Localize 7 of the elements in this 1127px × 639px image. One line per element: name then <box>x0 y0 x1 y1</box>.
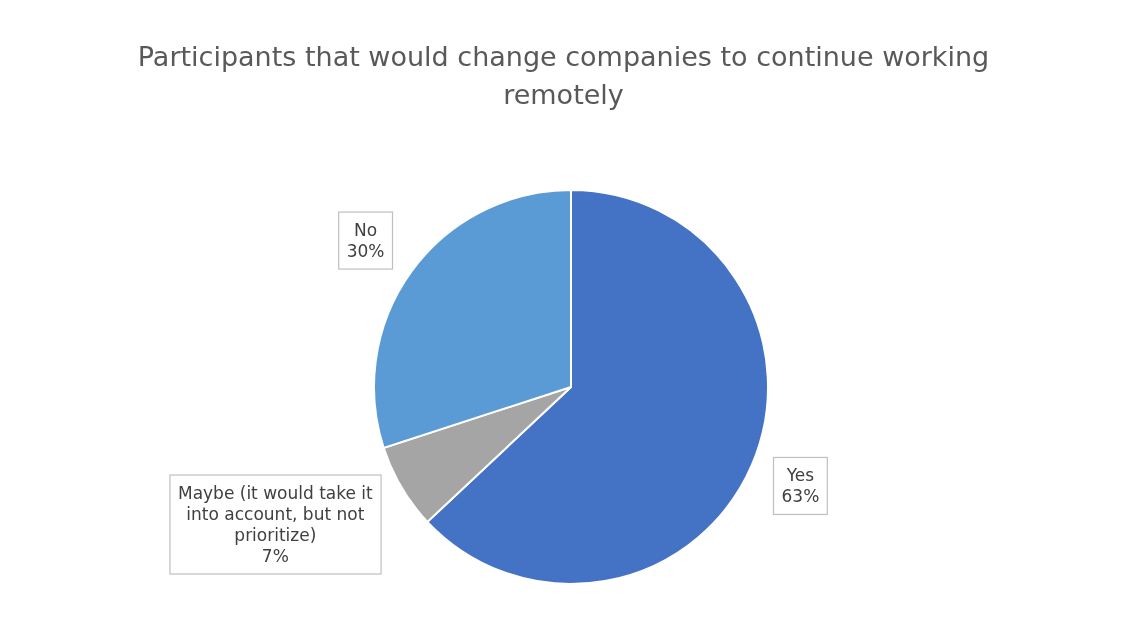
data-label: 7% <box>261 546 289 567</box>
data-label: 63% <box>781 486 820 507</box>
slice-label: Maybe (it would take it into account, but not prioritize) <box>177 483 374 546</box>
slice-label: No <box>354 220 378 241</box>
chart-title: Participants that would change companies to continue working remotely <box>137 41 990 110</box>
slice-label: Yes <box>785 465 815 486</box>
data-label: 30% <box>346 241 385 262</box>
